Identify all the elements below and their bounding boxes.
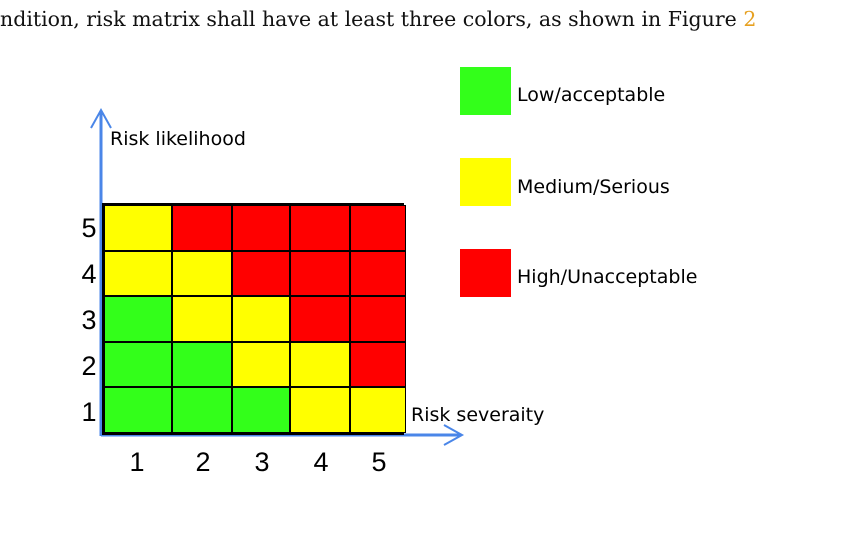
- matrix-cell-medium: [172, 296, 232, 342]
- x-axis-arrowhead: [443, 424, 465, 446]
- body-text: ndition, risk matrix shall have at least…: [0, 7, 744, 31]
- body-text-line: ndition, risk matrix shall have at least…: [0, 3, 850, 35]
- matrix-cell-low: [172, 341, 232, 388]
- x-tick-label: 2: [195, 447, 211, 477]
- x-axis-label: Risk severaity: [411, 404, 545, 426]
- y-tick-label: 2: [81, 351, 97, 381]
- x-tick-label: 1: [129, 447, 145, 477]
- matrix-cell-medium: [232, 296, 290, 342]
- figure-reference-link[interactable]: 2: [743, 7, 757, 31]
- legend-label-low: Low/acceptable: [517, 84, 666, 106]
- matrix-cell-medium: [232, 341, 290, 388]
- matrix-cell-low: [104, 341, 172, 388]
- matrix-cell-medium: [350, 387, 406, 433]
- y-tick-label: 1: [81, 397, 97, 427]
- matrix-cell-medium: [290, 387, 350, 433]
- matrix-cell-medium: [104, 250, 172, 297]
- matrix-cell-high: [232, 250, 290, 297]
- matrix-cell-high: [232, 205, 290, 251]
- y-axis-label: Risk likelihood: [110, 128, 246, 150]
- y-tick-label: 3: [81, 305, 97, 335]
- matrix-cell-high: [350, 250, 406, 297]
- x-tick-label: 5: [371, 447, 387, 477]
- y-tick-label: 4: [81, 259, 97, 289]
- matrix-cell-high: [350, 341, 406, 388]
- matrix-cell-medium: [290, 341, 350, 388]
- matrix-cell-high: [172, 205, 232, 251]
- legend-swatch-low: [460, 67, 511, 115]
- x-tick-label: 3: [254, 447, 270, 477]
- matrix-cell-low: [104, 296, 172, 342]
- matrix-cell-low: [172, 387, 232, 433]
- matrix-cell-high: [290, 250, 350, 297]
- matrix-cell-medium: [104, 205, 172, 251]
- legend-swatch-medium: [460, 158, 511, 206]
- matrix-cell-low: [232, 387, 290, 433]
- matrix-cell-high: [350, 205, 406, 251]
- matrix-cell-low: [104, 387, 172, 433]
- y-axis-arrowhead: [90, 107, 112, 129]
- matrix-cell-high: [290, 296, 350, 342]
- x-tick-label: 4: [313, 447, 329, 477]
- matrix-cell-high: [290, 205, 350, 251]
- risk-matrix: [102, 203, 406, 435]
- legend-swatch-high: [460, 249, 511, 297]
- matrix-cell-medium: [172, 250, 232, 297]
- matrix-cell-high: [350, 296, 406, 342]
- y-tick-label: 5: [81, 213, 97, 243]
- legend-label-high: High/Unacceptable: [517, 266, 698, 288]
- legend-label-medium: Medium/Serious: [517, 176, 670, 198]
